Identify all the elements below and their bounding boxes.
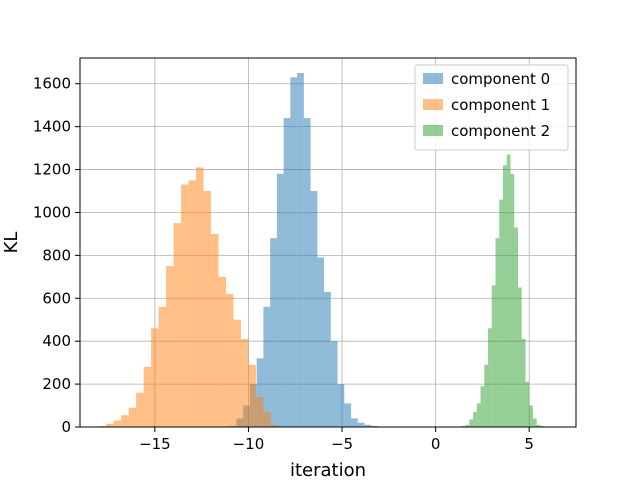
legend-label: component 0 xyxy=(451,70,550,88)
histogram-bar xyxy=(536,424,541,427)
y-tick-label: 1400 xyxy=(33,118,71,136)
histogram-bar xyxy=(529,405,533,427)
histogram-bar xyxy=(263,306,271,427)
y-tick-label: 1000 xyxy=(33,203,71,221)
histogram-bar xyxy=(158,306,167,427)
histogram-bar xyxy=(506,154,511,427)
histogram-bar xyxy=(476,403,481,427)
histogram-bar xyxy=(310,191,318,427)
histogram-bar xyxy=(469,419,474,427)
histogram-bar xyxy=(270,424,279,427)
y-tick-label: 800 xyxy=(42,246,71,264)
histogram-bar xyxy=(337,384,345,427)
histogram-bar xyxy=(371,425,378,427)
histogram-bar xyxy=(499,199,504,427)
bars xyxy=(98,73,545,428)
y-tick-label: 1200 xyxy=(33,161,71,179)
series-0-bars xyxy=(229,73,385,428)
histogram-bar xyxy=(465,424,470,427)
x-axis-label: iteration xyxy=(290,460,366,480)
histogram-bar xyxy=(303,118,311,428)
histogram-bar xyxy=(510,173,515,427)
y-tick-label: 1600 xyxy=(33,75,71,93)
histogram-bar xyxy=(211,233,219,427)
histogram-bar xyxy=(330,341,338,427)
histogram-bar xyxy=(181,184,189,427)
legend-swatch xyxy=(423,125,443,136)
histogram-bar xyxy=(203,191,212,427)
histogram-bar xyxy=(473,411,477,427)
histogram-bar xyxy=(480,386,485,427)
histogram-bar xyxy=(495,238,500,427)
histogram-bar xyxy=(196,167,204,428)
histogram-bar xyxy=(344,403,352,427)
plot-frame xyxy=(79,57,577,428)
legend: component 0 component 1 component 2 xyxy=(414,64,569,151)
x-tick-label: −5 xyxy=(331,435,353,453)
histogram-bar xyxy=(151,328,159,427)
y-tick-label: 400 xyxy=(42,332,71,350)
histogram-bar xyxy=(233,319,241,427)
x-tick-label: 5 xyxy=(524,435,534,453)
histogram-bar xyxy=(225,293,234,427)
histogram-bar xyxy=(283,118,291,428)
histogram-bar xyxy=(461,425,466,427)
histogram-bar xyxy=(297,73,304,427)
histogram-bar xyxy=(488,328,492,427)
x-tick-label: −10 xyxy=(233,435,265,453)
histogram-bar xyxy=(540,425,545,427)
histogram-bar xyxy=(218,276,226,427)
histogram-bar xyxy=(113,420,122,427)
histogram-bar xyxy=(324,291,331,427)
histogram-bar xyxy=(255,396,264,427)
histogram-bar xyxy=(263,411,271,427)
histogram-bar xyxy=(173,223,182,427)
legend-swatch xyxy=(423,73,443,84)
y-tick-label: 200 xyxy=(42,375,71,393)
histogram-bar xyxy=(106,423,114,427)
legend-label: component 1 xyxy=(451,96,550,114)
ticks: −15 −10 −5 0 5 0 200 400 600 800 1000 1200 1400 1600 xyxy=(33,75,534,453)
legend-box xyxy=(414,64,569,151)
histogram-bar xyxy=(240,339,249,427)
histogram-bar xyxy=(136,392,144,427)
legend-swatch xyxy=(423,99,443,110)
histogram-bar xyxy=(491,285,496,427)
x-tick-label: −15 xyxy=(139,435,171,453)
histogram-bar xyxy=(121,415,129,427)
histogram-bar xyxy=(351,418,358,427)
series-1-bars xyxy=(98,167,279,428)
histogram-bar xyxy=(521,339,526,427)
histogram-bar xyxy=(364,424,372,427)
histogram-bar xyxy=(357,422,365,427)
y-axis-label: KL xyxy=(1,232,22,254)
series-2-bars xyxy=(461,154,545,427)
histogram-bar xyxy=(128,407,137,427)
y-tick-label: 600 xyxy=(42,289,71,307)
histogram-bar xyxy=(166,266,174,427)
histogram-bar xyxy=(290,77,298,427)
legend-label: component 2 xyxy=(451,122,550,140)
histogram-bar xyxy=(276,173,284,427)
histogram-bar xyxy=(270,238,277,427)
histogram-bar xyxy=(532,418,537,427)
histogram-bar xyxy=(143,366,152,427)
y-tick-label: 0 xyxy=(61,418,71,436)
histogram-bar xyxy=(503,165,507,427)
histogram-bar xyxy=(98,425,107,427)
histogram-bar xyxy=(248,364,256,427)
histogram-bar xyxy=(525,381,530,427)
histogram-bar xyxy=(317,257,325,427)
histogram-bar xyxy=(256,358,264,427)
histogram-bar xyxy=(514,227,518,427)
histogram-bar xyxy=(188,180,197,427)
histogram-bar xyxy=(517,287,522,427)
x-tick-label: 0 xyxy=(431,435,441,453)
histogram-bar xyxy=(484,364,489,427)
